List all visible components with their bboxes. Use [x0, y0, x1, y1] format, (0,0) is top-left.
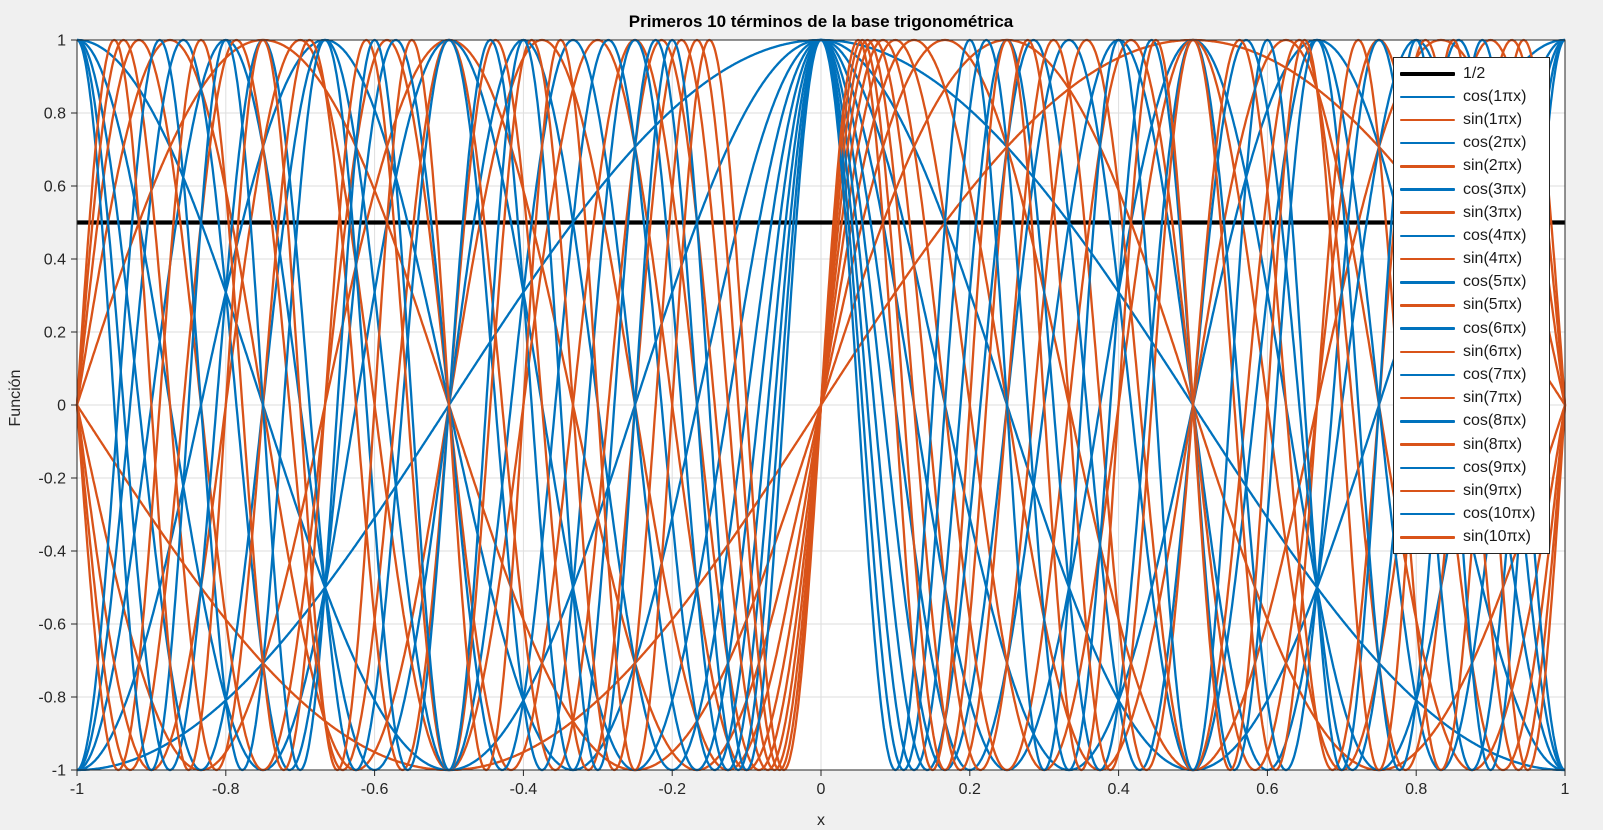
legend-line-sample — [1400, 350, 1455, 354]
legend-label: cos(10πx) — [1463, 505, 1536, 523]
x-tick-label: -0.6 — [361, 781, 389, 798]
legend-label: cos(6πx) — [1463, 319, 1527, 337]
y-tick-label: -1 — [52, 763, 66, 780]
legend-entry: sin(1πx) — [1394, 108, 1549, 131]
legend-label: sin(2πx) — [1463, 157, 1523, 175]
legend-label: cos(8πx) — [1463, 412, 1527, 430]
legend-entry: sin(4πx) — [1394, 248, 1549, 271]
legend-label: sin(3πx) — [1463, 203, 1523, 221]
legend: 1/2 cos(1πx) sin(1πx) cos(2πx) sin(2πx) cos(3… — [1393, 57, 1550, 554]
legend-line-sample — [1400, 95, 1455, 99]
y-tick-label: -0.8 — [38, 690, 66, 707]
legend-label: sin(8πx) — [1463, 435, 1523, 453]
legend-label: sin(10πx) — [1463, 528, 1531, 546]
x-tick-label: 0.2 — [959, 781, 981, 798]
y-tick-label: -0.4 — [38, 544, 66, 561]
y-tick-label: -0.6 — [38, 617, 66, 634]
legend-label: cos(9πx) — [1463, 458, 1527, 476]
legend-label: cos(4πx) — [1463, 226, 1527, 244]
legend-label: cos(1πx) — [1463, 87, 1527, 105]
legend-label: cos(3πx) — [1463, 180, 1527, 198]
legend-line-sample — [1400, 304, 1455, 307]
legend-line-sample — [1400, 536, 1455, 539]
x-tick-label: -0.2 — [658, 781, 686, 798]
x-tick-label: 0.6 — [1256, 781, 1278, 798]
legend-entry: cos(6πx) — [1394, 317, 1549, 340]
legend-label: sin(5πx) — [1463, 296, 1523, 314]
legend-entry: cos(10πx) — [1394, 503, 1549, 526]
x-tick-label: 1 — [1561, 781, 1570, 798]
legend-label: sin(4πx) — [1463, 250, 1523, 268]
legend-label: sin(6πx) — [1463, 342, 1523, 360]
legend-line-sample — [1400, 118, 1455, 122]
y-tick-label: 0.2 — [44, 325, 66, 342]
x-tick-label: -1 — [70, 781, 84, 798]
legend-line-sample — [1400, 211, 1455, 214]
legend-line-sample — [1400, 257, 1455, 261]
legend-entry: sin(8πx) — [1394, 433, 1549, 456]
y-tick-label: 0.6 — [44, 179, 66, 196]
y-axis-label: Función — [7, 369, 24, 427]
legend-entry: sin(6πx) — [1394, 340, 1549, 363]
legend-label: sin(7πx) — [1463, 389, 1523, 407]
legend-label: cos(7πx) — [1463, 366, 1527, 384]
series-line-sin10 — [75, 38, 1567, 772]
legend-entry: cos(1πx) — [1394, 85, 1549, 108]
legend-line-sample — [1400, 489, 1455, 493]
y-tick-label: 1 — [57, 33, 66, 50]
y-tick-label: -0.2 — [38, 471, 66, 488]
legend-line-sample — [1400, 512, 1455, 516]
legend-line-sample — [1400, 466, 1455, 470]
legend-entry: cos(3πx) — [1394, 178, 1549, 201]
legend-entry: sin(2πx) — [1394, 155, 1549, 178]
legend-entry: sin(3πx) — [1394, 201, 1549, 224]
legend-line-sample — [1400, 281, 1455, 284]
legend-line-sample — [1400, 443, 1455, 446]
y-tick-label: 0.8 — [44, 106, 66, 123]
y-tick-label: 0 — [57, 398, 66, 415]
legend-entry: cos(5πx) — [1394, 271, 1549, 294]
x-tick-label: 0 — [817, 781, 826, 798]
legend-label: sin(1πx) — [1463, 110, 1523, 128]
legend-label: cos(2πx) — [1463, 134, 1527, 152]
legend-entry: cos(7πx) — [1394, 363, 1549, 386]
legend-entry: 1/2 — [1394, 62, 1549, 85]
legend-line-sample — [1400, 188, 1455, 191]
legend-entry: cos(8πx) — [1394, 410, 1549, 433]
legend-entry: sin(9πx) — [1394, 479, 1549, 502]
legend-entry: sin(7πx) — [1394, 387, 1549, 410]
legend-line-sample — [1400, 141, 1455, 145]
x-tick-label: -0.8 — [212, 781, 240, 798]
x-tick-label: 0.8 — [1405, 781, 1427, 798]
legend-label: cos(5πx) — [1463, 273, 1527, 291]
legend-entry: sin(10πx) — [1394, 526, 1549, 549]
x-tick-label: -0.4 — [510, 781, 538, 798]
x-axis-label: x — [817, 812, 825, 829]
legend-line-sample — [1400, 71, 1455, 76]
chart-title: Primeros 10 términos de la base trigonom… — [628, 12, 1014, 31]
legend-entry: cos(2πx) — [1394, 132, 1549, 155]
x-tick-label: 0.4 — [1107, 781, 1129, 798]
legend-line-sample — [1400, 165, 1455, 168]
legend-line-sample — [1400, 420, 1455, 423]
legend-line-sample — [1400, 396, 1455, 400]
legend-line-sample — [1400, 327, 1455, 330]
legend-label: 1/2 — [1463, 64, 1486, 82]
legend-line-sample — [1400, 373, 1455, 377]
legend-label: sin(9πx) — [1463, 481, 1523, 499]
legend-entry: sin(5πx) — [1394, 294, 1549, 317]
legend-entry: cos(4πx) — [1394, 224, 1549, 247]
legend-entry: cos(9πx) — [1394, 456, 1549, 479]
legend-line-sample — [1400, 234, 1455, 238]
y-tick-label: 0.4 — [44, 252, 66, 269]
